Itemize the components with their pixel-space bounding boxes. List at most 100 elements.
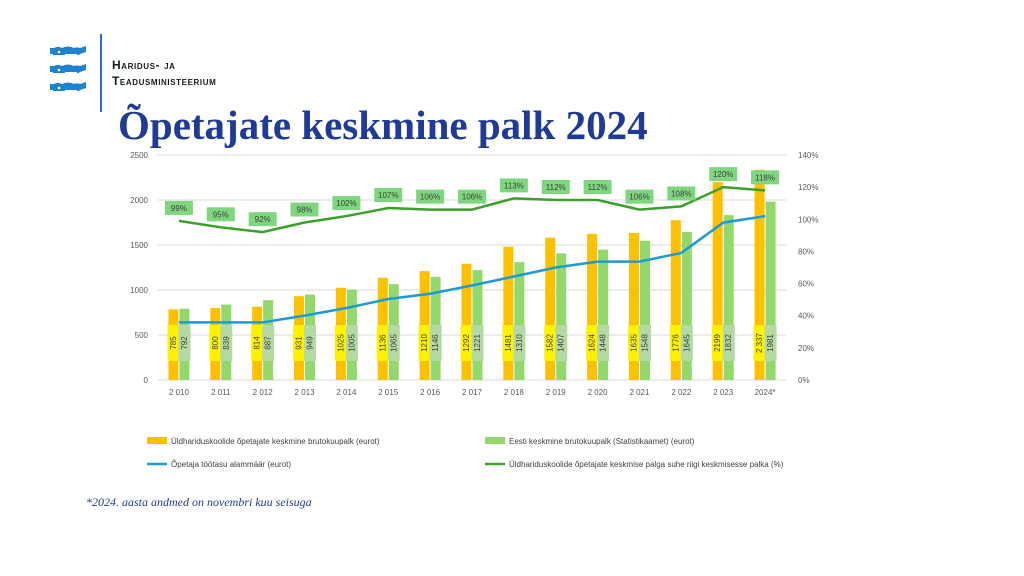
data-label-salary-ratio: 106%: [629, 193, 649, 202]
y-tick-label-right: 60%: [798, 280, 814, 289]
data-label-box-ratio: [499, 178, 528, 193]
data-label-salary-ratio: 112%: [588, 183, 608, 192]
data-label-teacher-salary: 931: [295, 336, 304, 350]
data-label-box-teacher: [376, 325, 389, 361]
x-tick-label: 2 017: [462, 388, 483, 397]
data-label-box-ratio: [206, 207, 235, 222]
x-tick-label: 2 011: [211, 388, 231, 397]
bar-national-salary: [765, 201, 776, 380]
data-label-teacher-salary: 1481: [504, 334, 513, 352]
data-label-box-teacher: [418, 325, 431, 361]
bar-teacher-salary: [587, 233, 598, 380]
data-label-national-salary: 1065: [389, 334, 398, 352]
legend-label: Üldhariduskoolide õpetajate keskmine bru…: [171, 437, 380, 446]
bar-national-salary: [556, 253, 567, 380]
data-label-national-salary: 1448: [599, 334, 608, 352]
data-label-box-ratio: [416, 189, 445, 204]
y-tick-label-right: 120%: [798, 183, 818, 192]
ministry-name-line1: Haridus- ja: [112, 58, 176, 72]
data-label-national-salary: 839: [222, 336, 231, 350]
data-label-box-ratio: [541, 180, 570, 194]
data-label-box-ratio: [667, 186, 696, 201]
data-label-teacher-salary: 2199: [713, 334, 722, 352]
data-label-salary-ratio: 99%: [171, 204, 187, 213]
legend-label: Üldhariduskoolide õpetajate keskmise pal…: [509, 460, 784, 469]
legend-swatch: [147, 437, 167, 444]
data-label-national-salary: 949: [306, 336, 315, 350]
ministry-name-line2: Teadusministeerium: [112, 74, 217, 88]
data-label-box-national: [178, 325, 191, 361]
data-label-box-ratio: [583, 180, 612, 194]
data-label-teacher-salary: 785: [169, 336, 178, 350]
data-label-box-teacher: [502, 325, 515, 361]
data-label-box-ratio: [332, 196, 361, 211]
bar-national-salary: [639, 240, 650, 380]
y-tick-label-right: 100%: [798, 215, 818, 224]
data-label-box-national: [638, 325, 651, 361]
data-label-salary-ratio: 92%: [255, 215, 271, 224]
data-label-teacher-salary: 1582: [546, 334, 555, 352]
y-tick-label-left: 2000: [130, 196, 148, 205]
data-label-box-teacher: [293, 325, 306, 361]
data-label-box-ratio: [751, 170, 780, 185]
x-tick-label: 2024*: [755, 388, 776, 397]
data-label-teacher-salary: 800: [211, 336, 220, 350]
x-tick-label: 2 020: [588, 388, 609, 397]
ministry-name: Haridus- ja Teadusministeerium: [112, 57, 216, 89]
data-label-box-ratio: [164, 200, 193, 215]
data-label-box-national: [764, 325, 777, 361]
data-label-national-salary: 1221: [473, 334, 482, 352]
bar-teacher-salary: [503, 246, 514, 380]
y-tick-label-left: 1500: [130, 241, 148, 250]
x-tick-label: 2 015: [378, 388, 399, 397]
data-label-national-salary: 1005: [347, 334, 356, 352]
data-label-salary-ratio: 95%: [213, 210, 229, 219]
data-label-box-national: [722, 325, 735, 361]
data-label-box-teacher: [209, 325, 222, 361]
data-label-box-ratio: [709, 167, 738, 182]
line-minimum-salary: [178, 214, 766, 324]
x-tick-label: 2 012: [253, 388, 274, 397]
x-tick-label: 2 014: [336, 388, 357, 397]
data-label-teacher-salary: 1776: [671, 334, 680, 352]
data-label-box-teacher: [753, 325, 766, 361]
x-tick-label: 2 010: [169, 388, 190, 397]
data-label-box-teacher: [711, 325, 724, 361]
data-label-teacher-salary: 1635: [629, 334, 638, 352]
data-label-national-salary: 792: [180, 336, 189, 350]
data-label-box-teacher: [334, 325, 347, 361]
data-label-box-teacher: [544, 325, 557, 361]
bar-teacher-salary: [628, 232, 639, 380]
page-title: Õpetajate keskmine palk 2024: [118, 102, 648, 148]
x-tick-label: 2 019: [546, 388, 567, 397]
data-label-box-teacher: [460, 325, 473, 361]
data-label-salary-ratio: 106%: [420, 193, 440, 202]
bar-national-salary: [598, 249, 609, 380]
y-tick-label-left: 500: [135, 331, 149, 340]
data-label-salary-ratio: 112%: [546, 183, 566, 192]
data-label-box-national: [345, 325, 358, 361]
data-label-salary-ratio: 120%: [713, 170, 733, 179]
bar-teacher-salary: [754, 169, 765, 380]
legend-label: Õpetaja töötasu alammäär (eurot): [171, 460, 291, 469]
data-label-box-ratio: [625, 189, 654, 204]
data-label-box-national: [513, 325, 526, 361]
data-label-box-ratio: [248, 212, 277, 227]
bar-national-salary: [681, 231, 692, 380]
logo-divider: [100, 34, 102, 112]
x-tick-label: 2 016: [420, 388, 441, 397]
footnote: *2024. aasta andmed on novembri kuu seis…: [86, 495, 312, 509]
data-label-box-national: [262, 325, 275, 361]
y-tick-label-right: 20%: [798, 344, 814, 353]
y-tick-label-left: 0: [144, 376, 149, 385]
bar-national-salary: [514, 262, 525, 380]
data-label-box-national: [555, 325, 568, 361]
data-label-salary-ratio: 118%: [755, 173, 775, 182]
data-label-box-national: [597, 325, 610, 361]
bar-teacher-salary: [545, 237, 556, 380]
data-label-national-salary: 887: [264, 336, 273, 350]
x-tick-label: 2 022: [671, 388, 692, 397]
data-label-salary-ratio: 108%: [671, 189, 691, 198]
y-tick-label-right: 80%: [798, 247, 814, 256]
